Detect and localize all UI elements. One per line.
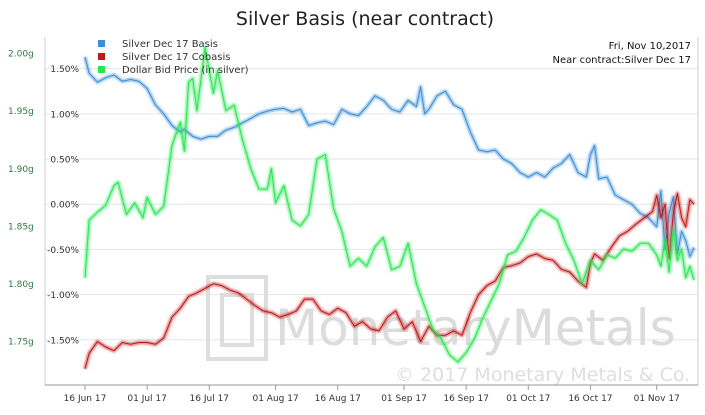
right-axis-tick-label: 0.50% <box>50 156 79 166</box>
series-line-1 <box>84 56 695 258</box>
left-axis-tick-label: 1.80g <box>8 280 34 290</box>
x-axis-tick-label: 01 Aug 17 <box>252 394 298 404</box>
series-lines <box>83 45 696 370</box>
series-line-glow <box>83 56 696 259</box>
legend: Silver Dec 17 Basis Silver Dec 17 Cobasis… <box>98 39 249 76</box>
watermark-logo-icon <box>206 275 268 361</box>
grid-lines <box>45 68 698 341</box>
x-axis-tick-label: 16 Jul 17 <box>190 394 230 404</box>
legend-swatch <box>98 40 105 47</box>
x-axis-tick-label: 01 Sep 17 <box>381 394 427 404</box>
x-axis-tick-label: 01 Jul 17 <box>127 394 167 404</box>
legend-swatch <box>98 53 105 60</box>
left-axis-tick-label: 1.75g <box>8 338 34 348</box>
info-date: Fri, Nov 10,2017 <box>609 41 691 52</box>
watermark-copyright: © 2017 Monetary Metals & Co. <box>395 364 690 386</box>
right-axis-tick-label: -0.50% <box>47 246 79 256</box>
legend-label: Silver Dec 17 Basis <box>122 39 218 50</box>
left-axis-tick-label: 2.00g <box>8 50 34 60</box>
x-axis-tick-label: 16 Aug 17 <box>315 394 361 404</box>
right-axis-tick-label: -1.50% <box>47 336 79 346</box>
x-axis-tick-label: 01 Oct 17 <box>506 394 550 404</box>
info-contract: Near contract:Silver Dec 17 <box>553 55 691 66</box>
right-axis-tick-label: 0.00% <box>50 201 79 211</box>
right-axis-tick-label: -1.00% <box>47 291 79 301</box>
x-axis-tick-label: 16 Sep 17 <box>443 394 489 404</box>
legend-swatch <box>98 66 105 73</box>
legend-label: Silver Dec 17 Cobasis <box>122 52 230 63</box>
x-axis-tick-label: 16 Oct 17 <box>568 394 612 404</box>
series-line-3 <box>84 46 695 363</box>
right-axis-tick-label: 1.00% <box>50 110 79 120</box>
left-axis: 2.00g 1.95g 1.90g 1.85g 1.80g 1.75g <box>8 50 34 348</box>
left-axis-tick-label: 1.95g <box>8 107 34 117</box>
right-axis-tick-label: 1.50% <box>50 65 79 75</box>
left-axis-tick-label: 1.85g <box>8 222 34 232</box>
watermark-logo-bar-icon <box>220 293 254 347</box>
chart-title: Silver Basis (near contract) <box>236 8 494 30</box>
right-axis: 1.50% 1.00% 0.50% 0.00% -0.50% -1.00% -1.50% <box>47 65 79 346</box>
series-line-2 <box>84 192 695 369</box>
x-axis: 16 Jun 17 01 Jul 17 16 Jul 17 01 Aug 17 16 A… <box>64 385 680 404</box>
x-axis-tick-label: 01 Nov 17 <box>634 394 680 404</box>
left-axis-tick-label: 1.90g <box>8 165 34 175</box>
legend-label: Dollar Bid Price (in silver) <box>122 65 249 76</box>
x-axis-tick-label: 16 Jun 17 <box>64 394 107 404</box>
